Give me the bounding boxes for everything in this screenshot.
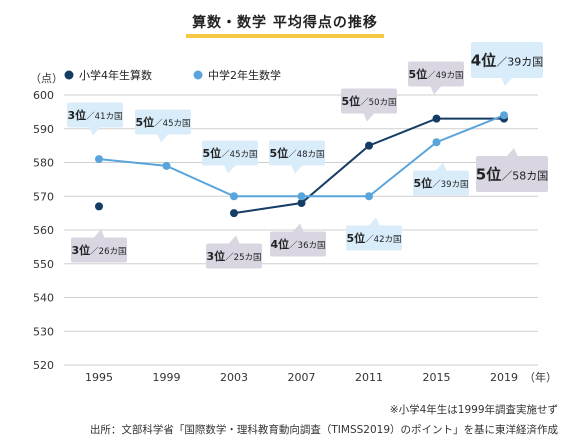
rank-callout: 4位／39カ国 — [471, 42, 543, 86]
x-tick-label: 2011 — [355, 371, 383, 384]
callout-pointer — [363, 112, 375, 122]
callout-text: 3位／25カ国 — [207, 249, 262, 263]
legend: 小学4年生算数 中学2年生数学 — [64, 68, 281, 82]
y-tick-label: 600 — [33, 89, 54, 102]
data-point — [297, 199, 306, 207]
callout-text: 5位／45カ国 — [203, 146, 258, 160]
callout-pointer — [291, 164, 303, 174]
data-points — [95, 111, 508, 218]
y-tick-label: 550 — [33, 258, 54, 271]
callout-box — [413, 170, 469, 196]
callout-text: 5位／39カ国 — [414, 176, 469, 190]
callout-box — [270, 231, 326, 257]
x-tick-label: 2015 — [423, 371, 451, 384]
footnote: ※小学4年生は1999年調査実施せず — [389, 404, 558, 416]
callout-box — [476, 156, 548, 192]
y-tick-label: 520 — [33, 359, 54, 372]
data-point — [500, 111, 508, 120]
y-tick-label: 570 — [33, 190, 54, 203]
data-point — [365, 141, 373, 150]
callout-box — [67, 102, 123, 128]
legend-entry: 小学4年生算数 — [79, 68, 152, 82]
rank-callout: 5位／45カ国 — [202, 140, 258, 174]
title-underline — [186, 34, 384, 38]
rank-callout: 5位／42カ国 — [346, 217, 402, 251]
callout-text: 4位／39カ国 — [471, 51, 543, 69]
legend-marker — [193, 70, 203, 80]
callout-text: 5位／48カ国 — [270, 146, 325, 160]
callout-box — [408, 61, 464, 87]
callout-pointer — [93, 229, 105, 239]
callout-text: 5位／58カ国 — [476, 165, 548, 183]
callout-box — [135, 109, 191, 135]
rank-callout: 5位／49カ国 — [408, 61, 464, 95]
x-tick-label: 2003 — [220, 371, 248, 384]
x-tick-label: 2019 — [490, 371, 518, 384]
y-axis-ticks: 520 530 540 550 560 570 580 590 600 — [33, 89, 54, 372]
callout-pointer — [501, 77, 513, 86]
rank-callout: 4位／36カ国 — [270, 223, 326, 257]
rank-callout: 3位／26カ国 — [71, 229, 127, 263]
y-tick-label: 560 — [33, 224, 54, 237]
callout-pointer — [368, 217, 380, 227]
callout-text: 5位／50カ国 — [342, 94, 397, 108]
callout-text: 4位／36カ国 — [271, 237, 326, 251]
callout-box — [202, 140, 258, 166]
callout-box — [71, 237, 127, 263]
callout-pointer — [157, 133, 169, 143]
callout-pointer — [435, 162, 447, 172]
callout-box — [269, 140, 325, 166]
callout-text: 3位／41カ国 — [68, 108, 123, 122]
callout-pointer — [89, 126, 101, 136]
callout-pointer — [292, 223, 304, 233]
rank-callout: 3位／41カ国 — [67, 102, 123, 136]
data-point — [230, 192, 238, 201]
callout-pointer — [228, 235, 240, 245]
rank-callout: 5位／50カ国 — [341, 88, 397, 122]
rank-callout: 5位／39カ国 — [413, 162, 469, 196]
callout-text: 5位／42カ国 — [347, 231, 402, 245]
rank-callout: 5位／45カ国 — [135, 109, 191, 143]
x-tick-label: 1999 — [153, 371, 181, 384]
rank-callout: 3位／25カ国 — [206, 235, 262, 269]
y-tick-label: 590 — [33, 123, 54, 136]
rank-callout: 5位／58カ国 — [476, 148, 548, 192]
callout-pointer — [224, 164, 236, 174]
x-tick-label: 1995 — [85, 371, 113, 384]
x-axis-label: （年） — [524, 370, 557, 384]
callout-box — [206, 243, 262, 269]
data-point — [297, 192, 306, 201]
callout-pointer — [506, 148, 518, 157]
rank-callouts: 3位／26カ国 3位／25カ国 4位／36カ国 5位／50カ国 5位／49カ国 5位／58… — [67, 42, 548, 269]
data-point — [365, 192, 373, 201]
y-axis-label: （点） — [30, 72, 63, 85]
callout-text: 3位／26カ国 — [72, 243, 127, 257]
chart-title: 算数・数学 平均得点の推移 — [192, 15, 378, 31]
callout-box — [346, 225, 402, 251]
legend-entry: 中学2年生数学 — [208, 68, 281, 82]
callout-box — [471, 42, 543, 78]
callout-text: 5位／45カ国 — [136, 115, 191, 129]
y-tick-label: 580 — [33, 157, 54, 170]
data-point — [95, 155, 103, 164]
y-tick-label: 540 — [33, 292, 54, 305]
source-note: 出所：文部科学省「国際数学・理科教育動向調査（TIMSS2019）のポイント」を… — [89, 424, 558, 436]
data-point — [432, 138, 441, 147]
data-point — [230, 209, 238, 218]
data-point — [432, 114, 441, 123]
legend-marker — [64, 70, 74, 80]
x-axis-ticks: 1995 1999 2003 2007 2011 2015 2019 — [85, 371, 518, 384]
chart-title-block: 算数・数学 平均得点の推移 — [0, 6, 570, 38]
data-point — [162, 161, 171, 170]
callout-box — [341, 88, 397, 114]
y-tick-label: 530 — [33, 325, 54, 338]
rank-callout: 5位／48カ国 — [269, 140, 325, 174]
callout-pointer — [430, 85, 442, 95]
x-tick-label: 2007 — [288, 371, 316, 384]
callout-text: 5位／49カ国 — [409, 67, 464, 81]
data-point — [95, 202, 103, 211]
